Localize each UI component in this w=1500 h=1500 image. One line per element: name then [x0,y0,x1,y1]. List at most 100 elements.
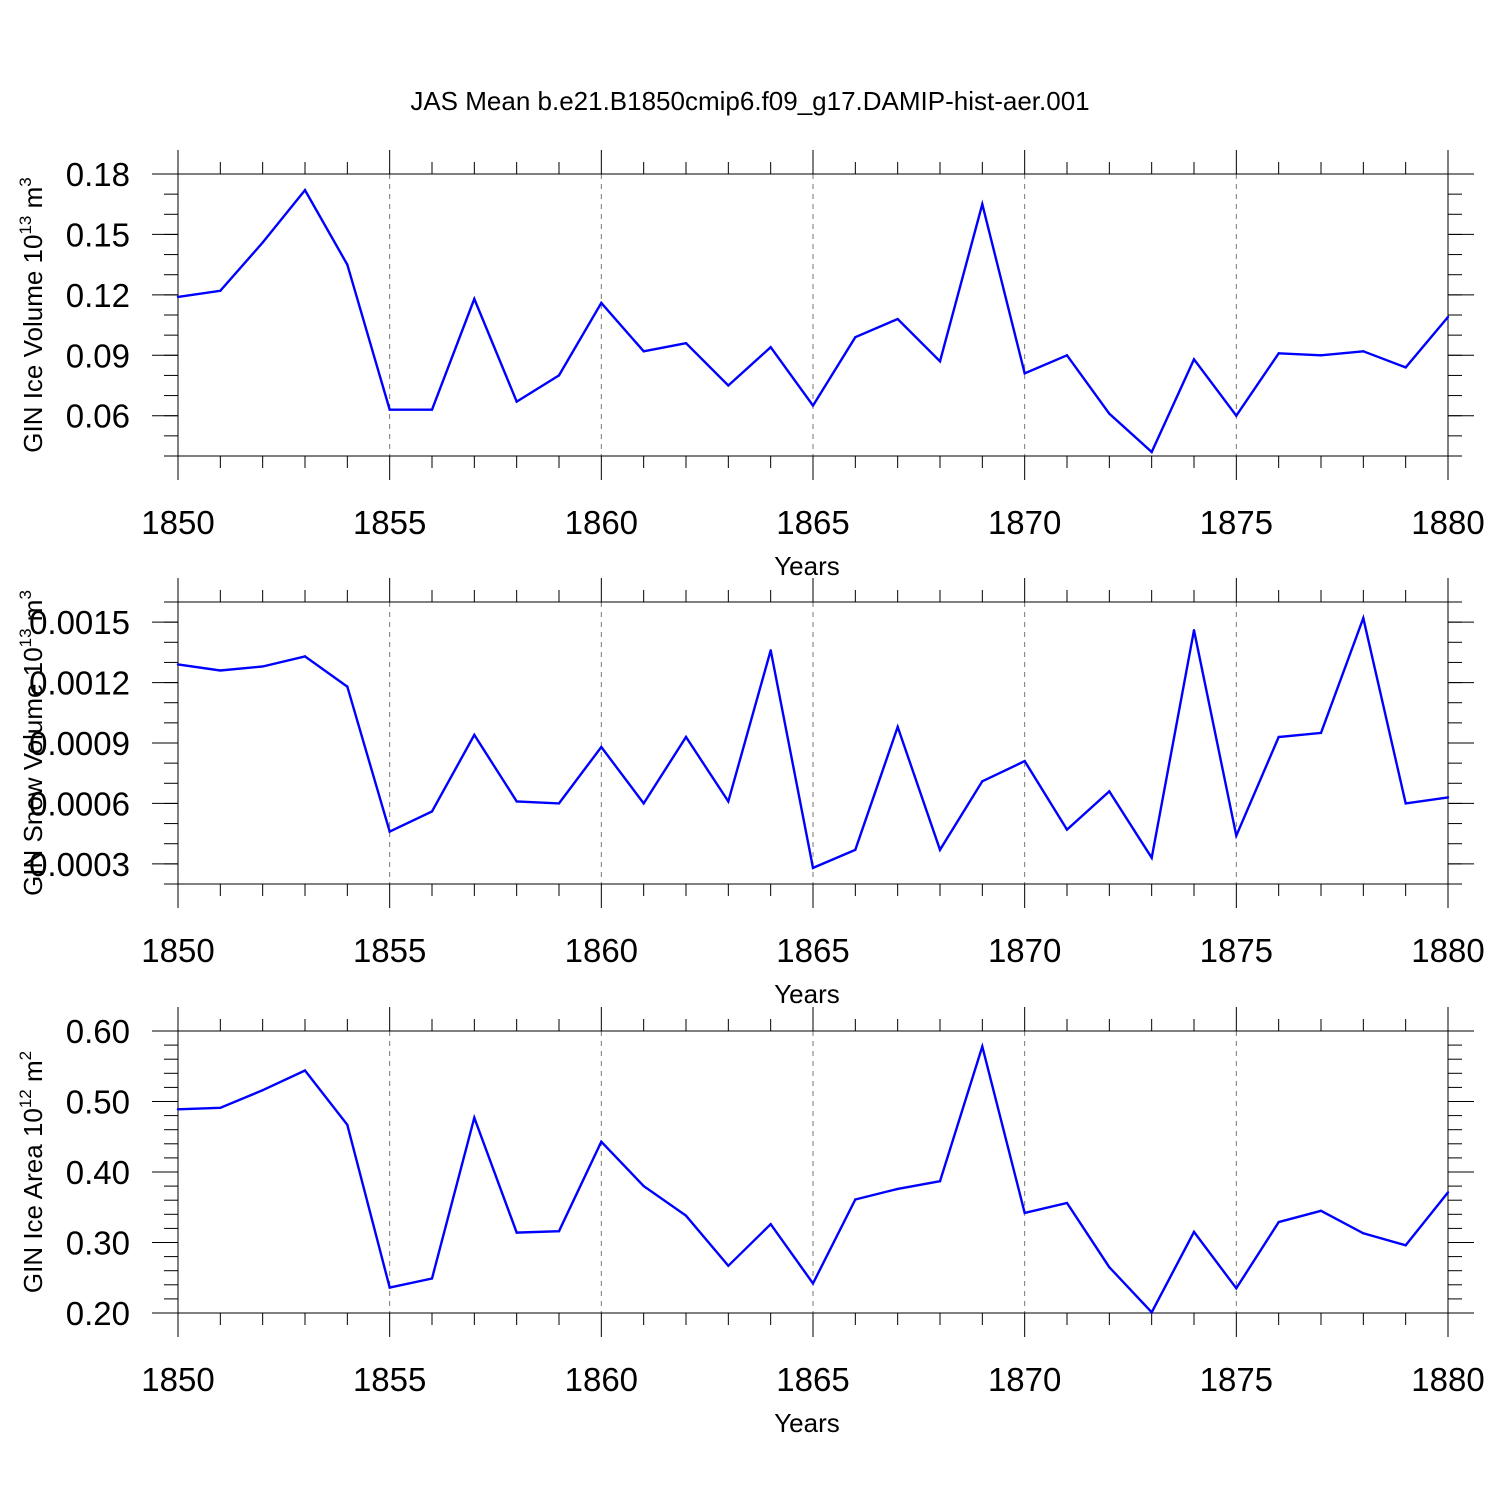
data-point [684,735,688,739]
x-tick-label: 1880 [1411,1361,1484,1398]
data-point [938,360,942,363]
y-tick-label: 0.0015 [29,604,130,641]
data-point [1108,790,1111,793]
data-point [176,1108,180,1111]
chart-title: JAS Mean b.e21.B1850cmip6.f09_g17.DAMIP-… [410,86,1089,116]
data-point [1150,856,1153,860]
x-tick-label: 1870 [988,932,1061,969]
data-point [1065,354,1069,357]
data-point [769,649,772,652]
x-tick-label: 1850 [141,932,214,969]
data-point [896,725,899,729]
data-point [938,1179,942,1183]
data-point [303,1069,307,1072]
x-tick-label: 1855 [353,1361,426,1398]
data-point [854,335,857,339]
x-tick-label: 1870 [988,504,1061,541]
data-point [176,295,180,299]
data-point [1235,414,1238,417]
data-point [261,665,264,668]
panel-1: 0.06 0.09 0.12 0.15 0.18 1850 1855 1860 1865 1870… [16,150,1485,581]
data-point [303,188,307,192]
data-point [430,408,434,411]
data-point [1446,1191,1450,1194]
data-point [176,663,180,666]
data-point [642,350,645,353]
data-point [557,374,561,377]
data-point [727,800,730,803]
data-point [261,1089,264,1092]
y-tick-label: 0.0012 [29,665,130,702]
data-point [1277,1220,1280,1224]
data-point [430,810,434,813]
y-tick-label: 0.06 [66,398,130,435]
data-point [1192,629,1196,632]
data-point [1023,372,1026,375]
series-line [177,187,1449,454]
y-tick-label: 0.20 [66,1295,130,1332]
x-tick-label: 1865 [776,504,849,541]
data-point [1277,352,1280,355]
data-point [727,1264,730,1267]
data-point [811,404,815,407]
data-point [769,346,772,349]
data-point [1446,315,1450,319]
data-point [1319,354,1323,357]
y-tick-label: 0.0003 [29,846,130,883]
x-axis-title: Years [774,551,840,581]
data-point [1319,731,1323,735]
panel-2: 0.0003 0.0006 0.0009 0.0012 0.0015 1850 1855 18… [16,578,1485,1009]
x-tick-label: 1875 [1200,1361,1273,1398]
y-tick-label: 0.0006 [29,785,130,822]
data-point [388,830,391,833]
data-point [346,685,349,688]
x-axis-title: Years [774,979,840,1009]
data-point [1404,802,1407,805]
data-point [1023,1211,1026,1215]
data-point [1023,759,1026,763]
y-axis-title: GIN Snow Volume 1013 m3 [16,590,48,896]
data-point [473,733,476,737]
data-point [684,342,688,345]
data-point [1362,350,1365,353]
y-tick-label: 0.12 [66,277,130,314]
data-point [430,1277,434,1280]
data-point [388,408,391,411]
y-axis-title: GIN Ice Volume 1013 m3 [16,177,48,453]
x-tick-label: 1860 [565,1361,638,1398]
data-point [1277,735,1280,739]
data-point [1362,616,1365,620]
data-point [981,203,984,206]
data-point [1192,1230,1196,1234]
data-point [1150,450,1153,454]
data-point [981,1045,984,1048]
data-point [1065,828,1069,831]
data-point [727,384,730,387]
data-point [303,655,307,658]
data-point [642,802,645,805]
data-point [769,1222,772,1226]
data-point [219,289,222,293]
data-point [473,1116,476,1119]
y-tick-label: 0.15 [66,216,130,253]
data-point [473,297,476,301]
data-point [600,745,603,749]
data-point [854,848,857,851]
data-point [1404,366,1407,369]
y-tick-label: 0.60 [66,1013,130,1050]
y-tick-label: 0.0009 [29,725,130,762]
x-tick-label: 1875 [1200,932,1273,969]
data-point [1446,796,1450,799]
data-point [557,1230,561,1233]
x-tick-label: 1880 [1411,504,1484,541]
data-point [896,1187,899,1191]
y-tick-label: 0.30 [66,1225,130,1262]
x-tick-label: 1880 [1411,932,1484,969]
data-point [642,1184,645,1188]
x-tick-label: 1875 [1200,504,1273,541]
data-point [261,241,264,244]
data-point [938,848,942,851]
data-point [981,780,984,783]
y-axis-title: GIN Ice Area 1012 m2 [16,1051,48,1293]
